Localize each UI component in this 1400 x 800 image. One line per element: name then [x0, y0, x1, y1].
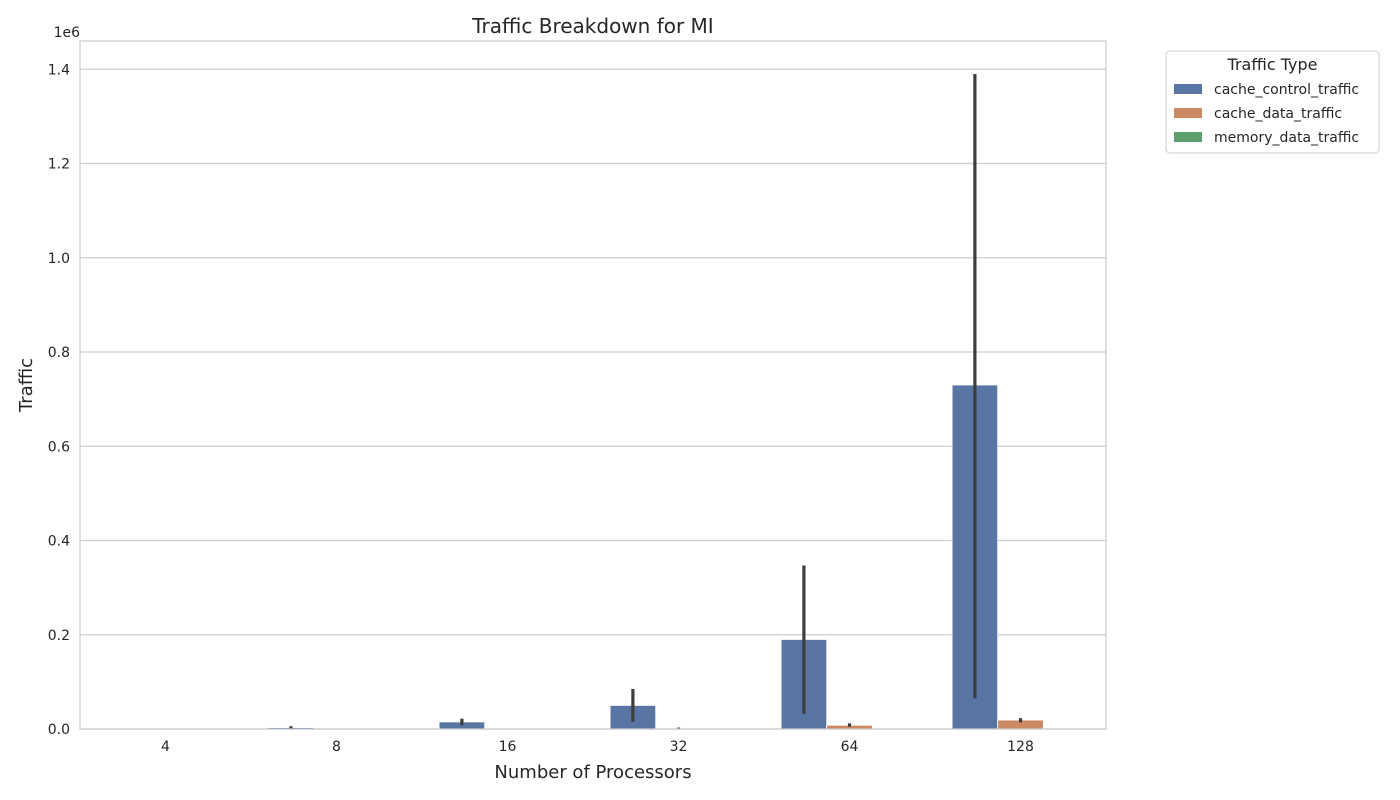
- x-tick-labels: 4 8 16 32 64 128: [161, 739, 1034, 755]
- x-tick-label-4: 64: [841, 739, 859, 755]
- y-tick-label-2: 0.4: [48, 534, 70, 550]
- y-tick-label-7: 1.4: [48, 62, 70, 78]
- y-tick-label-0: 0.0: [48, 722, 70, 738]
- legend-title: Traffic Type: [1227, 55, 1318, 74]
- legend: Traffic Type cache_control_trafficcache_…: [1165, 50, 1380, 154]
- legend-swatch-cache_data_traffic: [1174, 108, 1202, 118]
- legend-label-memory_data_traffic: memory_data_traffic: [1214, 130, 1359, 146]
- chart-title: Traffic Breakdown for MI: [471, 14, 713, 38]
- x-tick-label-5: 128: [1007, 739, 1034, 755]
- legend-box: [1165, 50, 1380, 154]
- legend-swatch-cache_control_traffic: [1174, 84, 1202, 94]
- y-tick-label-1: 0.2: [48, 628, 70, 644]
- x-tick-label-0: 4: [161, 739, 170, 755]
- y-axis-label: Traffic: [16, 358, 37, 413]
- plot-frame: [79, 40, 1107, 730]
- x-axis-label: Number of Processors: [494, 762, 691, 783]
- legend-swatch-memory_data_traffic: [1174, 132, 1202, 142]
- x-tick-label-1: 8: [332, 739, 341, 755]
- x-tick-label-3: 32: [670, 739, 688, 755]
- legend-label-cache_control_traffic: cache_control_traffic: [1214, 82, 1359, 98]
- x-tick-label-2: 16: [499, 739, 517, 755]
- y-tick-labels: 0.0 0.2 0.4 0.6 0.8 1.0 1.2 1.4: [48, 62, 70, 738]
- y-tick-label-6: 1.2: [48, 157, 70, 173]
- y-tick-label-3: 0.6: [48, 439, 70, 455]
- y-scale-label: 1e6: [54, 25, 81, 41]
- y-tick-label-4: 0.8: [48, 345, 70, 361]
- legend-label-cache_data_traffic: cache_data_traffic: [1214, 106, 1342, 122]
- legend-items: cache_control_traffic cache_data_trafficm…: [1174, 82, 1359, 146]
- y-tick-label-5: 1.0: [48, 251, 70, 267]
